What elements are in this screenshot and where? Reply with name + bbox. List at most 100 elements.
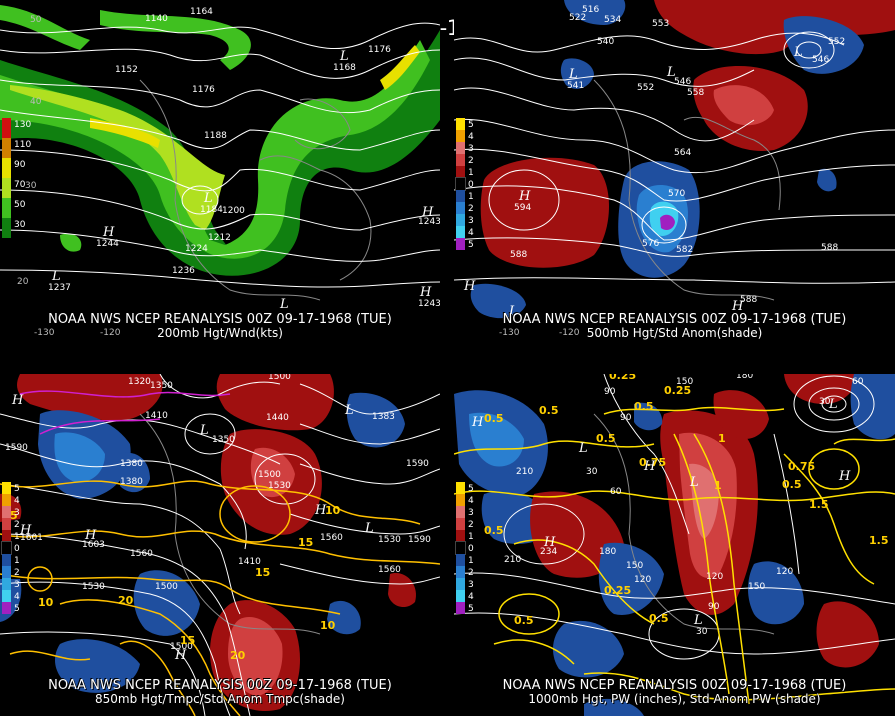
- anomaly-shading: [454, 374, 895, 716]
- legend-label: 1: [14, 532, 20, 542]
- legend-swatch: [456, 190, 465, 202]
- low-center-marker: L: [568, 67, 578, 82]
- legend-swatch: [456, 530, 465, 542]
- contour-label: 1500: [258, 470, 281, 480]
- contour-label: 1410: [238, 557, 261, 567]
- height-contours: [0, 22, 440, 288]
- high-center-marker: H: [174, 648, 187, 663]
- longitude-tick: -130: [34, 328, 55, 338]
- panel-500mb-caption: NOAA NWS NCEP REANALYSIS 00Z 09-17-1968 …: [454, 313, 895, 340]
- legend-swatch: [456, 214, 465, 226]
- contour-label: 1188: [204, 131, 227, 141]
- axis-ticks: -130 -120: [499, 328, 580, 338]
- contour-label: 1590: [5, 443, 28, 453]
- low-center-marker: L: [793, 45, 803, 60]
- contour-label: 1176: [192, 85, 215, 95]
- legend-swatch: [2, 506, 11, 518]
- legend-label: 0: [14, 544, 20, 554]
- contour-label: 1140: [145, 14, 168, 24]
- latitude-tick: 20: [17, 277, 29, 287]
- contour-label: 150: [748, 582, 765, 592]
- low-center-marker: L: [344, 403, 354, 418]
- pw-label: 0.5: [514, 614, 534, 627]
- caption-field: 200mb Hgt/Wnd(kts): [157, 326, 283, 340]
- pw-label: 0.5: [484, 412, 504, 425]
- caption-source: NOAA NWS NCEP REANALYSIS 00Z 09-17-1968 …: [502, 678, 847, 693]
- legend-swatch: [2, 578, 11, 590]
- legend-swatch: [2, 518, 11, 530]
- legend-swatch: [2, 198, 11, 218]
- contour-label: 588: [821, 243, 838, 253]
- longitude-tick: -130: [499, 328, 520, 338]
- contour-labels: 516 522 534 540 553 552 546 541 546 552 …: [510, 5, 845, 305]
- contour-label: 30: [586, 467, 598, 477]
- contour-label: 30: [819, 397, 831, 407]
- low-center-marker: L: [689, 475, 699, 490]
- temperature-label: 15: [298, 536, 313, 549]
- temperature-contours: [0, 480, 440, 716]
- contour-label: 516: [582, 5, 599, 15]
- contour-label: 534: [604, 15, 621, 25]
- high-center-marker: H: [838, 469, 851, 484]
- panel-1000mb: 90 150 180 210 30 60 90 120 150 210 180 …: [454, 374, 895, 716]
- contour-label: 564: [674, 148, 691, 158]
- pressure-centers: H L H L H L H L: [471, 397, 851, 628]
- contour-label: 1243: [418, 217, 440, 227]
- legend-swatch: [456, 130, 465, 142]
- contour-label: 1176: [368, 45, 391, 55]
- pressure-centers: H H L H L H L H: [11, 393, 374, 663]
- latitude-tick: 50: [30, 15, 42, 25]
- legend-swatch: [2, 530, 11, 542]
- legend-swatch: [456, 166, 465, 178]
- legend-swatch: [456, 142, 465, 154]
- high-center-marker: H: [421, 205, 434, 220]
- pw-labels: 0.25 0.5 0.5 0.5 0.75 1 0.25 0.5 0.75 1.…: [484, 374, 889, 627]
- legend-swatch: [2, 590, 11, 602]
- pw-label: 0.25: [609, 374, 636, 382]
- low-center-marker: L: [693, 613, 703, 628]
- high-center-marker: H: [419, 285, 432, 300]
- legend-label: 90: [14, 160, 26, 170]
- legend-label: 1: [468, 532, 474, 542]
- caption-source: NOAA NWS NCEP REANALYSIS 00Z 09-17-1968 …: [48, 312, 392, 327]
- legend-label: 5: [468, 240, 474, 250]
- legend-label: 3: [468, 144, 474, 154]
- contour-label: 1500: [155, 582, 178, 592]
- temperature-label: 15: [255, 566, 270, 579]
- contour-label: 1244: [96, 239, 119, 249]
- contour-label: 1224: [185, 244, 208, 254]
- pw-label: 0.5: [634, 400, 654, 413]
- contour-label: 594: [514, 203, 531, 213]
- contour-label: 1601: [20, 533, 43, 543]
- panel-850mb-caption: NOAA NWS NCEP REANALYSIS 00Z 09-17-1968 …: [0, 679, 440, 706]
- high-center-marker: H: [84, 528, 97, 543]
- panel-1000mb-caption: NOAA NWS NCEP REANALYSIS 00Z 09-17-1968 …: [454, 679, 895, 706]
- pressure-centers: L L L H H H L: [463, 45, 803, 319]
- contour-label: 1200: [222, 206, 245, 216]
- contour-labels: 1140 1164 1176 1168 1152 1176 1188 1184 …: [48, 7, 440, 309]
- axis-ticks: -130 -120 20 30 40 50: [17, 15, 121, 338]
- legend-swatch: [456, 482, 465, 494]
- legend-label: 0: [468, 544, 474, 554]
- longitude-tick: -120: [100, 328, 121, 338]
- legend-label: 4: [468, 592, 474, 602]
- contour-label: 541: [567, 81, 584, 91]
- high-center-marker: H: [463, 279, 476, 294]
- legend-swatch: [456, 506, 465, 518]
- contour-label: 1164: [190, 7, 213, 17]
- legend-swatch: [2, 602, 11, 614]
- legend-swatch: [2, 118, 11, 138]
- contour-label: 1168: [333, 63, 356, 73]
- coastlines: [593, 79, 781, 301]
- low-center-marker: L: [203, 191, 213, 206]
- contour-label: 1500: [170, 642, 193, 652]
- legend-swatch: [2, 482, 11, 494]
- contour-label: 588: [740, 295, 757, 305]
- temperature-labels: 5 10 15 20 10 15 20 15 10: [10, 504, 341, 662]
- coastlines: [139, 79, 372, 301]
- contour-label: 576: [642, 239, 659, 249]
- legend-label: 1: [468, 192, 474, 202]
- contour-label: 60: [852, 377, 864, 387]
- low-center-marker: L: [199, 423, 209, 438]
- high-center-marker: H: [19, 523, 32, 538]
